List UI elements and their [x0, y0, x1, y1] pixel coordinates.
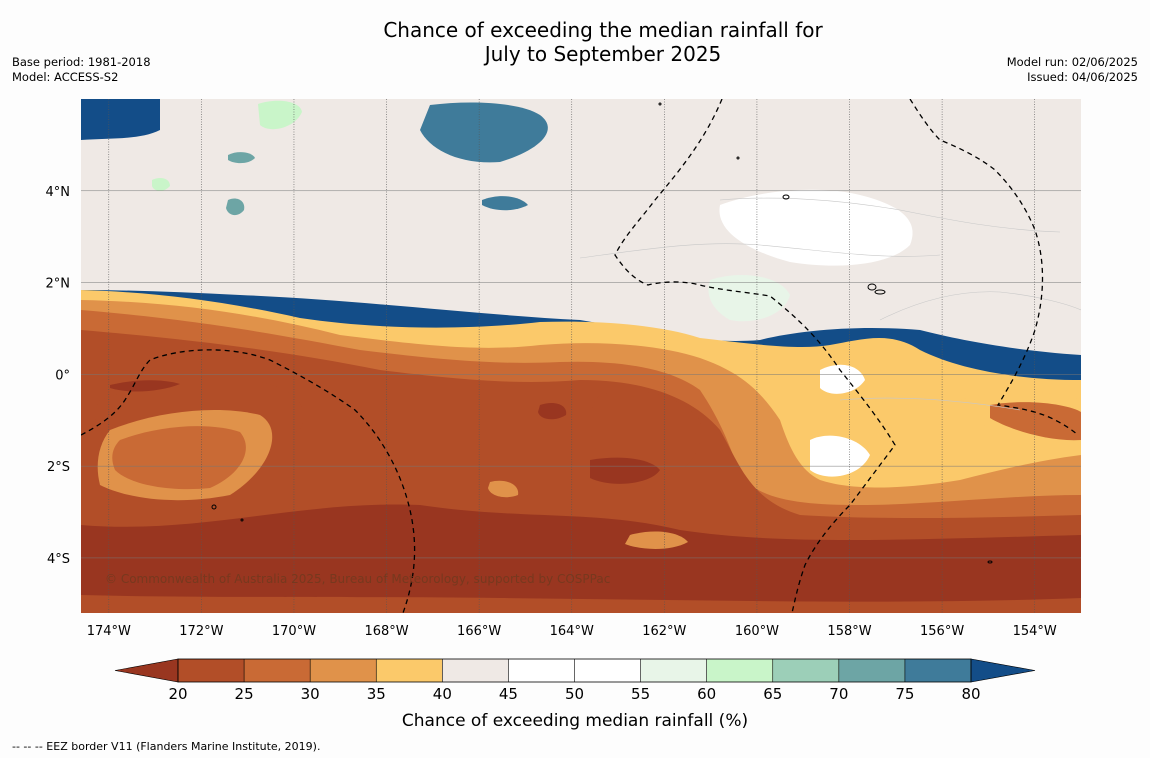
colorbar-segment [310, 659, 377, 682]
island-2 [874, 289, 886, 295]
meta-left: Base period: 1981-2018 Model: ACCESS-S2 [12, 55, 151, 85]
field-patch-16 [81, 99, 160, 140]
graticule [81, 99, 1081, 613]
contour-line-1 [719, 197, 1061, 233]
island-0 [782, 194, 790, 200]
chart-title: Chance of exceeding the median rainfall … [0, 18, 1150, 66]
colorbar-tick-label: 35 [367, 685, 386, 703]
island-1 [867, 283, 877, 291]
colorbar-title: Chance of exceeding median rainfall (%) [402, 711, 748, 731]
contour-line-0 [579, 243, 941, 259]
island-7 [736, 156, 740, 160]
colorbar-segment [640, 659, 708, 682]
lat-tick-label: 4°S [47, 552, 70, 567]
lon-tick-label: 170°W [272, 624, 316, 639]
field-patch-14 [820, 364, 865, 394]
field-patch-18 [152, 178, 170, 191]
colorbar-tick-label: 45 [499, 685, 518, 703]
field-patch-7 [488, 480, 519, 498]
lon-tick-label: 164°W [550, 624, 594, 639]
colorbar-over-arrow [970, 658, 1036, 683]
model-run-date: Model run: 02/06/2025 [1006, 55, 1138, 69]
issued-date: Issued: 04/06/2025 [1027, 70, 1138, 84]
colorbar-segment [244, 659, 311, 682]
lon-tick-label: 160°W [735, 624, 779, 639]
field-patch-20 [226, 198, 245, 216]
colorbar-tick-label: 25 [235, 685, 254, 703]
contour-line-3 [839, 397, 1021, 411]
lat-tick-label: 2°S [47, 460, 70, 475]
colorbar-tick-label: 80 [961, 685, 980, 703]
colorbar-tick-label: 30 [301, 685, 320, 703]
field-patch-19 [228, 152, 255, 164]
field-patch-11 [708, 275, 790, 322]
eez-footnote: -- -- -- EEZ border V11 (Flanders Marine… [12, 740, 321, 753]
colorbar-segment [442, 659, 509, 682]
island-3 [211, 504, 217, 510]
field-patch-21 [482, 196, 528, 211]
model-name: Model: ACCESS-S2 [12, 70, 119, 84]
rainfall-probability-field [81, 99, 1081, 613]
colorbar-tick-label: 75 [895, 685, 914, 703]
colorbar-tick-label: 20 [168, 685, 187, 703]
eez-line-1 [614, 99, 896, 613]
colorbar-tick-label: 60 [697, 685, 716, 703]
colorbar-segment [574, 659, 642, 682]
field-patch-4 [590, 457, 660, 484]
island-5 [987, 560, 993, 564]
island-6 [658, 102, 662, 106]
colorbar-frame [177, 658, 972, 683]
colorbar-segment [178, 659, 245, 682]
copyright-notice: © Commonwealth of Australia 2025, Bureau… [105, 572, 610, 586]
colorbar-segment [706, 659, 774, 682]
field-band-7 [81, 99, 1081, 355]
field-patch-8 [625, 531, 688, 549]
longitude-axis: 174°W 172°W 170°W 168°W 166°W 164°W 162°W 160°W… [87, 624, 1057, 639]
colorbar-segment [508, 659, 575, 682]
colorbar-segment [904, 659, 972, 682]
colorbar-tick-label: 55 [631, 685, 650, 703]
colorbar-tick-label: 65 [763, 685, 782, 703]
latitude-axis: 4°N 2°N 0° 2°S 4°S [46, 185, 71, 567]
field-patch-9 [1008, 215, 1076, 258]
field-patch-22 [420, 102, 548, 163]
colorbar-tick-label: 70 [829, 685, 848, 703]
field-patch-6 [538, 403, 567, 420]
colorbar: 20 25 30 35 40 45 50 55 60 65 70 75 80 [114, 658, 1036, 703]
eez-line-2 [909, 99, 1079, 436]
lon-tick-label: 154°W [1013, 624, 1057, 639]
lat-tick-label: 0° [55, 368, 70, 383]
meta-right: Model run: 02/06/2025 Issued: 04/06/2025 [1007, 55, 1138, 85]
colorbar-tick-label: 50 [565, 685, 584, 703]
field-patch-5 [110, 380, 180, 392]
eez-borders [81, 99, 1079, 613]
colorbar-under-arrow [114, 658, 179, 683]
lon-tick-label: 172°W [179, 624, 223, 639]
lon-tick-label: 162°W [642, 624, 686, 639]
lat-tick-label: 2°N [46, 277, 71, 292]
colorbar-segment [838, 659, 906, 682]
title-line-1: Chance of exceeding the median rainfall … [383, 18, 823, 42]
lon-tick-label: 174°W [87, 624, 131, 639]
lon-tick-label: 166°W [457, 624, 501, 639]
field-patch-17 [258, 100, 302, 130]
eez-line-0 [81, 349, 416, 613]
field-patch-2 [112, 426, 246, 490]
lon-tick-label: 156°W [920, 624, 964, 639]
field-band-12 [81, 504, 1081, 602]
base-period: Base period: 1981-2018 [12, 55, 151, 69]
colorbar-segment [376, 659, 443, 682]
contour-line-2 [879, 291, 1081, 321]
lat-tick-label: 4°N [46, 185, 71, 200]
colorbar-tick-label: 40 [433, 685, 452, 703]
field-patch-13 [990, 402, 1081, 441]
colorbar-segment [772, 659, 840, 682]
field-patch-10 [719, 189, 913, 266]
island-outlines [211, 102, 993, 564]
lon-tick-label: 158°W [827, 624, 871, 639]
island-4 [240, 518, 244, 522]
title-line-2: July to September 2025 [484, 42, 722, 66]
lon-tick-label: 168°W [364, 624, 408, 639]
